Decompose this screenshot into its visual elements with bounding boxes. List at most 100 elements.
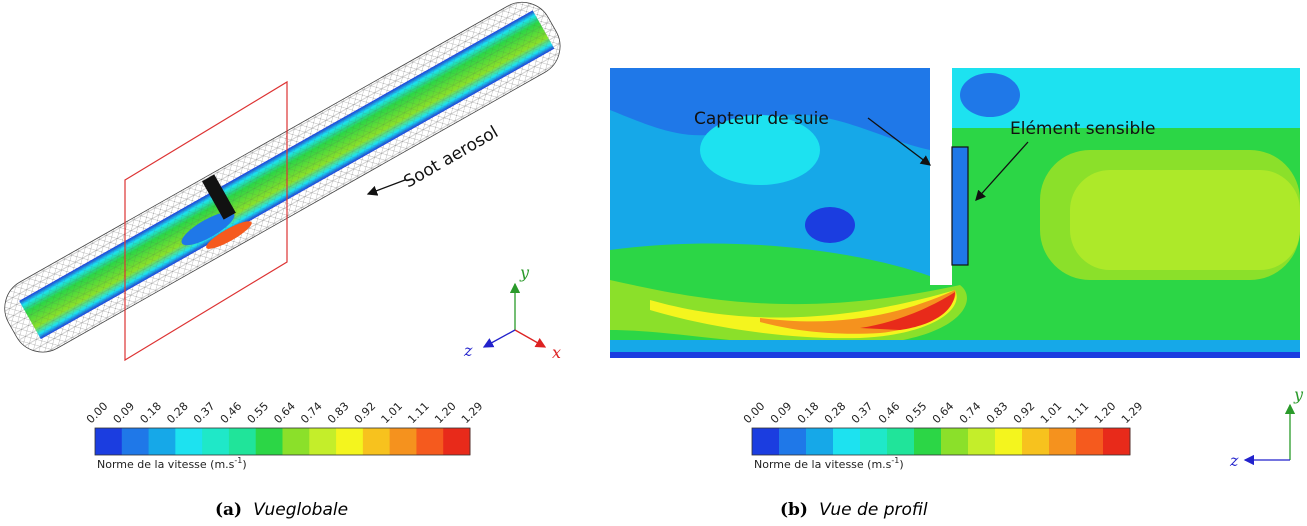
field-eddy xyxy=(960,73,1020,117)
colorbar-tick: 0.37 xyxy=(849,400,876,427)
velocity-field xyxy=(610,68,1300,358)
field-upper xyxy=(610,68,930,150)
colorbar-segment xyxy=(941,428,969,455)
caption-b: (b) Vue de profil xyxy=(780,500,928,520)
sensor xyxy=(202,174,236,220)
colorbar-tick: 0.74 xyxy=(957,400,984,427)
jet-core xyxy=(860,292,955,330)
label-exponent: -1 xyxy=(891,456,899,465)
colorbar-tick: 0.37 xyxy=(191,400,218,427)
axis-triad-b: y z xyxy=(1229,385,1304,470)
colorbar-tick: 1.20 xyxy=(1092,400,1119,427)
colorbar-segment xyxy=(202,428,230,455)
colorbar-segment xyxy=(752,428,780,455)
caption-text: Vueglobale xyxy=(253,500,348,520)
colorbar-tick: 0.64 xyxy=(271,400,298,427)
colorbar-tick: 0.74 xyxy=(298,400,325,427)
colorbar-tick: 1.29 xyxy=(459,400,486,427)
colorbar-tick: 1.01 xyxy=(1038,400,1065,427)
colorbar-segment xyxy=(336,428,364,455)
colorbar-segment xyxy=(443,428,471,455)
colorbar-segment xyxy=(175,428,203,455)
colorbar-tick: 0.09 xyxy=(111,400,138,427)
colorbar-tick: 1.11 xyxy=(405,400,432,427)
sensor-label: Capteur de suie xyxy=(694,109,829,129)
colorbar-tick: 0.92 xyxy=(352,400,379,427)
label-close: ) xyxy=(242,458,246,471)
colorbar-tick: 0.64 xyxy=(930,400,957,427)
colorbar-tick: 0.46 xyxy=(876,400,903,427)
caption-label: (b) xyxy=(780,500,808,520)
field-vortex xyxy=(700,115,820,185)
colorbar-segment xyxy=(255,428,283,455)
colorbar-frame xyxy=(751,427,1131,456)
label-close: ) xyxy=(899,458,903,471)
colorbar-segment xyxy=(416,428,444,455)
z-axis xyxy=(482,329,516,348)
jet xyxy=(206,221,252,249)
colorbar-segment xyxy=(95,428,123,455)
colorbar-tick: 0.46 xyxy=(218,400,245,427)
colorbar-segment xyxy=(362,428,391,455)
colorbar-tick: 1.01 xyxy=(379,400,406,427)
colorbar-segment xyxy=(282,428,310,455)
colorbar-tick: 0.92 xyxy=(1011,400,1038,427)
element-label: Elément sensible xyxy=(1010,119,1155,139)
z-name: z xyxy=(463,341,473,360)
y-name: y xyxy=(519,263,530,282)
label-main: Norme de la vitesse (m.s xyxy=(754,458,892,471)
colorbar-segment xyxy=(806,428,834,455)
colorbar-segment xyxy=(1076,428,1104,455)
colorbar-segment xyxy=(887,428,915,455)
z-name: z xyxy=(1229,451,1239,470)
caption-label: (a) xyxy=(215,500,242,520)
colorbar: 0.00 0.09 0.18 0.28 0.37 0.46 0.55 0.64 0.74 0.83… xyxy=(84,400,486,471)
colorbar-segment xyxy=(121,428,150,455)
colorbar-tick: 0.55 xyxy=(903,400,930,427)
colorbar-segment xyxy=(148,428,176,455)
label-exponent: -1 xyxy=(234,456,242,465)
sensor-b xyxy=(930,68,952,285)
field-core xyxy=(805,207,855,243)
colorbar-tick: 1.11 xyxy=(1065,400,1092,427)
colorbar-segment xyxy=(860,428,888,455)
colorbar-tick: 0.00 xyxy=(741,400,768,427)
colorbar-segment xyxy=(914,428,942,455)
x-name: x xyxy=(552,343,561,362)
colorbar-tick: 0.09 xyxy=(768,400,795,427)
caption-text: Vue de profil xyxy=(819,500,928,520)
pipe-view xyxy=(4,1,561,353)
flow-arrow xyxy=(366,179,406,196)
colorbar-segment xyxy=(968,428,996,455)
x-axis xyxy=(514,329,547,348)
caption-a: (a) Vueglobale xyxy=(215,500,348,520)
colorbar-tick: 0.00 xyxy=(84,400,111,427)
colorbar-tick: 1.20 xyxy=(432,400,459,427)
colorbar-label: Norme de la vitesse (m.s-1) xyxy=(754,456,904,471)
wake xyxy=(181,211,235,246)
colorbar-segment xyxy=(228,428,257,455)
field-wall-edge xyxy=(610,352,1300,358)
cut-plane xyxy=(124,80,288,362)
colorbar: 0.00 0.09 0.18 0.28 0.37 0.46 0.55 0.64 0.74 0.83… xyxy=(741,400,1146,471)
colorbar-segment xyxy=(309,428,337,455)
sensing-element xyxy=(951,146,969,266)
colorbar-tick: 0.28 xyxy=(164,400,191,427)
y-name: y xyxy=(1293,385,1304,404)
colorbar-tick: 1.29 xyxy=(1119,400,1146,427)
colorbar-tick: 0.83 xyxy=(984,400,1011,427)
colorbar-segment xyxy=(779,428,807,455)
colorbar-segment xyxy=(389,428,417,455)
label-main: Norme de la vitesse (m.s xyxy=(97,458,235,471)
colorbar-segment xyxy=(833,428,861,455)
colorbar-segment xyxy=(1103,428,1131,455)
colorbar-segment xyxy=(995,428,1023,455)
sensor-arrow xyxy=(867,117,932,166)
colorbar-label: Norme de la vitesse (m.s-1) xyxy=(97,456,247,471)
colorbar-tick: 0.55 xyxy=(245,400,272,427)
colorbar-tick: 0.83 xyxy=(325,400,352,427)
field-downstream-core xyxy=(1070,170,1300,270)
element-arrow xyxy=(975,141,1029,201)
colorbar-tick: 0.28 xyxy=(822,400,849,427)
